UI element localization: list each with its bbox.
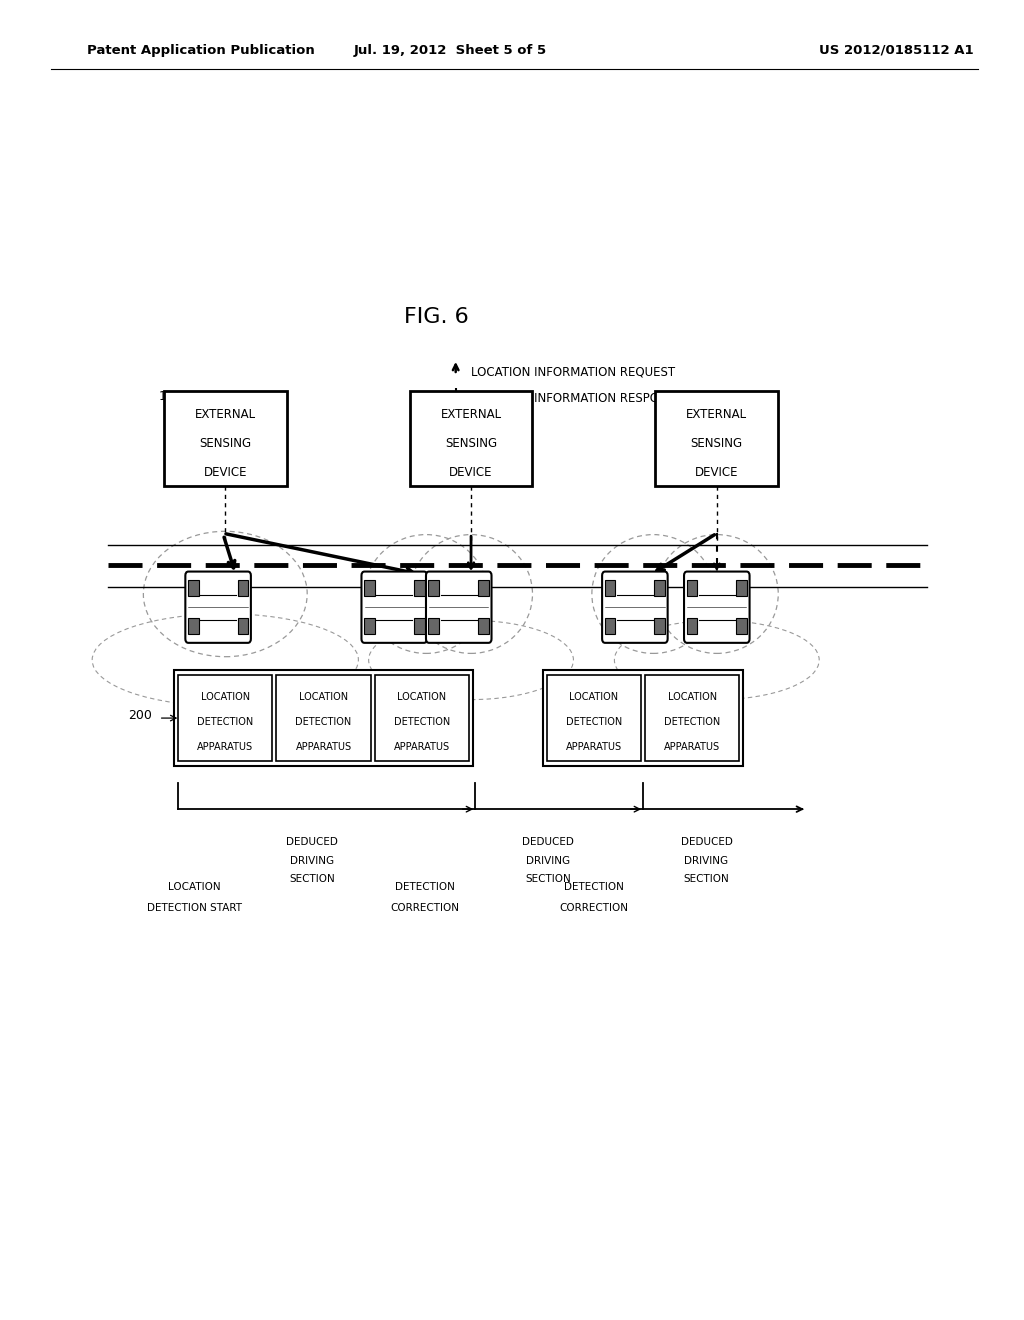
Bar	[410, 391, 532, 486]
Text: LOCATION INFORMATION RESPONSE: LOCATION INFORMATION RESPONSE	[471, 392, 683, 405]
Text: SECTION: SECTION	[525, 874, 570, 884]
Bar	[428, 581, 439, 597]
Text: DETECTION: DETECTION	[566, 717, 622, 727]
Bar	[276, 676, 371, 760]
Text: Jul. 19, 2012  Sheet 5 of 5: Jul. 19, 2012 Sheet 5 of 5	[354, 44, 547, 57]
Text: EXTERNAL: EXTERNAL	[195, 408, 256, 421]
FancyBboxPatch shape	[361, 572, 427, 643]
Bar	[654, 581, 666, 597]
Text: APPARATUS: APPARATUS	[198, 742, 253, 752]
Text: DETECTION: DETECTION	[198, 717, 253, 727]
Text: SENSING: SENSING	[691, 437, 742, 450]
Text: LOCATION: LOCATION	[668, 692, 717, 702]
Bar	[655, 391, 778, 486]
FancyBboxPatch shape	[602, 572, 668, 643]
Text: SENSING: SENSING	[200, 437, 251, 450]
Text: DEVICE: DEVICE	[695, 466, 738, 479]
Text: 200: 200	[128, 709, 152, 722]
Text: SECTION: SECTION	[684, 874, 729, 884]
Text: DETECTION: DETECTION	[394, 717, 450, 727]
Bar	[604, 618, 615, 634]
Text: DETECTION START: DETECTION START	[147, 903, 242, 913]
Text: APPARATUS: APPARATUS	[296, 742, 351, 752]
Text: DEVICE: DEVICE	[450, 466, 493, 479]
Text: DEDUCED: DEDUCED	[287, 837, 338, 847]
Bar	[547, 676, 641, 760]
Text: LOCATION: LOCATION	[201, 692, 250, 702]
Bar	[736, 581, 748, 597]
Bar	[238, 581, 249, 597]
Text: Patent Application Publication: Patent Application Publication	[87, 44, 314, 57]
Text: 100: 100	[159, 389, 182, 403]
Text: LOCATION: LOCATION	[397, 692, 446, 702]
Bar	[686, 618, 697, 634]
Text: DEDUCED: DEDUCED	[681, 837, 732, 847]
FancyBboxPatch shape	[185, 572, 251, 643]
Text: DRIVING: DRIVING	[290, 855, 335, 866]
Bar	[654, 618, 666, 634]
Text: LOCATION: LOCATION	[168, 882, 221, 892]
Text: LOCATION INFORMATION REQUEST: LOCATION INFORMATION REQUEST	[471, 366, 675, 379]
Bar	[645, 676, 739, 760]
Text: APPARATUS: APPARATUS	[394, 742, 450, 752]
Bar	[174, 671, 473, 766]
Text: DEDUCED: DEDUCED	[522, 837, 573, 847]
Text: US 2012/0185112 A1: US 2012/0185112 A1	[818, 44, 974, 57]
Text: APPARATUS: APPARATUS	[665, 742, 720, 752]
Bar	[187, 581, 199, 597]
Bar	[364, 618, 375, 634]
Text: SENSING: SENSING	[445, 437, 497, 450]
Text: APPARATUS: APPARATUS	[566, 742, 622, 752]
Bar	[187, 618, 199, 634]
Text: DRIVING: DRIVING	[525, 855, 570, 866]
Text: LOCATION: LOCATION	[569, 692, 618, 702]
Text: DETECTION: DETECTION	[564, 882, 624, 892]
Bar	[164, 391, 287, 486]
Text: FIG. 6: FIG. 6	[404, 306, 469, 327]
Bar	[478, 581, 489, 597]
Text: CORRECTION: CORRECTION	[559, 903, 629, 913]
Bar	[414, 618, 425, 634]
Bar	[736, 618, 748, 634]
Text: EXTERNAL: EXTERNAL	[440, 408, 502, 421]
Bar	[686, 581, 697, 597]
Bar	[604, 581, 615, 597]
Text: DETECTION: DETECTION	[296, 717, 351, 727]
FancyBboxPatch shape	[684, 572, 750, 643]
Bar	[238, 618, 249, 634]
Bar	[478, 618, 489, 634]
Bar	[543, 671, 743, 766]
Text: CORRECTION: CORRECTION	[390, 903, 460, 913]
Bar	[364, 581, 375, 597]
Bar	[414, 581, 425, 597]
Text: DETECTION: DETECTION	[665, 717, 720, 727]
Bar	[178, 676, 272, 760]
Bar	[375, 676, 469, 760]
FancyBboxPatch shape	[426, 572, 492, 643]
Text: DETECTION: DETECTION	[395, 882, 455, 892]
Text: LOCATION: LOCATION	[299, 692, 348, 702]
Bar	[428, 618, 439, 634]
Text: DRIVING: DRIVING	[684, 855, 729, 866]
Text: DEVICE: DEVICE	[204, 466, 247, 479]
Text: SECTION: SECTION	[290, 874, 335, 884]
Text: EXTERNAL: EXTERNAL	[686, 408, 748, 421]
